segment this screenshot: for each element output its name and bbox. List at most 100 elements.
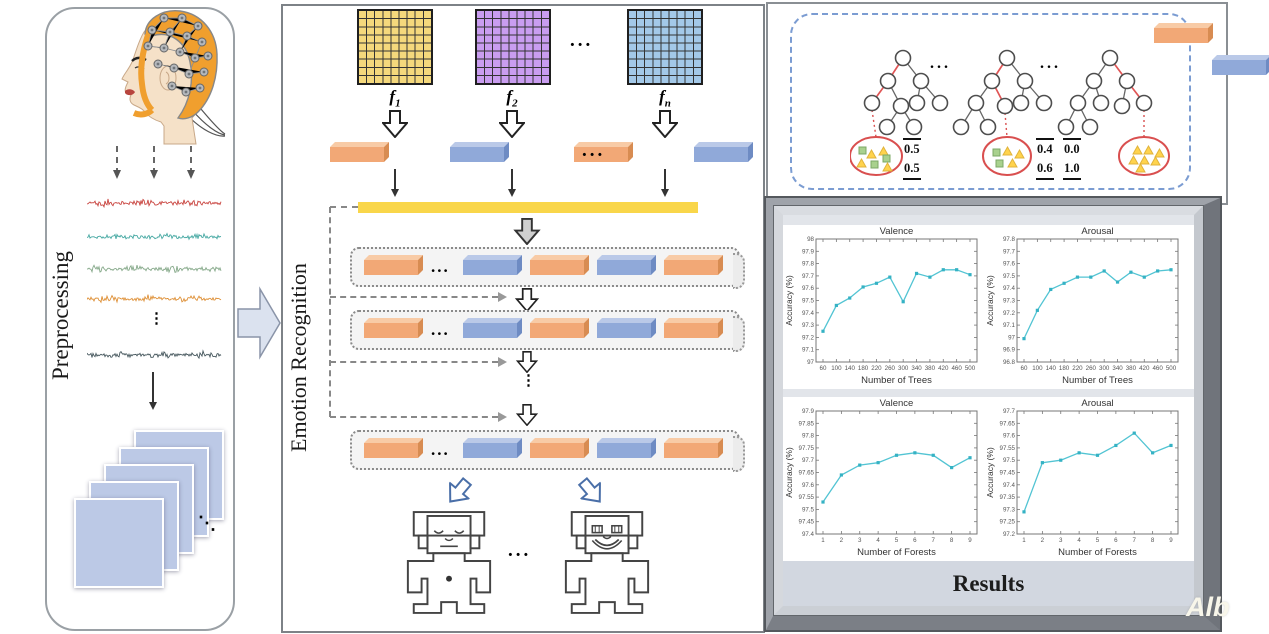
legend-blue-vector	[1212, 60, 1266, 75]
svg-text:Accuracy (%): Accuracy (%)	[985, 447, 995, 498]
to-emotion-arrow-right	[572, 472, 614, 516]
svg-text:220: 220	[1072, 365, 1083, 372]
svg-text:380: 380	[1126, 365, 1137, 372]
svg-text:97.55: 97.55	[799, 494, 815, 501]
svg-text:96.9: 96.9	[1003, 347, 1016, 354]
svg-text:97.5: 97.5	[802, 298, 815, 305]
leaf-probability: 0.0 1.0	[1063, 138, 1081, 180]
eeg-signal-orange	[87, 294, 222, 304]
signal-drop-arrow	[112, 146, 121, 179]
eeg-signal-green	[87, 264, 222, 274]
feature-label-f1: f1	[389, 87, 401, 110]
svg-text:97.7: 97.7	[802, 457, 815, 464]
svg-text:9: 9	[968, 537, 972, 544]
feature-label-f2: f2	[506, 87, 518, 110]
svg-text:97.4: 97.4	[1003, 482, 1016, 489]
eeg-signal-dark	[87, 349, 222, 360]
feature-vector-orange	[330, 147, 384, 162]
vector-orange	[364, 442, 418, 458]
svg-text:5: 5	[895, 537, 899, 544]
svg-text:8: 8	[950, 537, 954, 544]
vector-blue	[596, 442, 651, 458]
svg-text:97.6: 97.6	[1003, 261, 1016, 268]
svg-text:Number of Trees: Number of Trees	[1062, 375, 1133, 386]
gray-hollow-arrow	[513, 218, 541, 245]
feedback-arrowhead	[498, 412, 512, 422]
eeg-signal-red	[87, 198, 222, 209]
svg-text:100: 100	[831, 365, 842, 372]
signals-ellipsis: ⋮	[149, 311, 164, 327]
svg-text:97.4: 97.4	[1003, 285, 1016, 292]
svg-text:4: 4	[1077, 537, 1081, 544]
results-divider	[783, 389, 1194, 397]
vector-orange	[529, 259, 584, 275]
svg-text:Accuracy (%): Accuracy (%)	[784, 275, 794, 326]
svg-text:420: 420	[1139, 365, 1150, 372]
svg-text:97.1: 97.1	[1003, 322, 1016, 329]
svg-text:Arousal: Arousal	[1081, 398, 1113, 409]
concatenated-feature-bar	[358, 202, 698, 213]
svg-text:460: 460	[1152, 365, 1163, 372]
electrodes	[143, 13, 213, 97]
feedback-arrowhead	[498, 292, 512, 302]
svg-text:97.7: 97.7	[802, 273, 815, 280]
sheets-ellipsis: ⋱	[198, 513, 216, 533]
svg-text:260: 260	[1086, 365, 1097, 372]
svg-text:4: 4	[876, 537, 880, 544]
feedback-arrowhead	[498, 357, 512, 367]
svg-text:97.8: 97.8	[802, 433, 815, 440]
svg-text:97.5: 97.5	[1003, 273, 1016, 280]
vector-orange	[663, 259, 718, 275]
svg-text:420: 420	[938, 365, 949, 372]
cascade-layer-n: ...	[350, 430, 745, 472]
svg-text:97.65: 97.65	[1000, 420, 1016, 427]
svg-text:Number of Forests: Number of Forests	[1058, 547, 1137, 558]
svg-text:300: 300	[898, 365, 909, 372]
svg-text:97.4: 97.4	[802, 531, 815, 538]
feature-grid-fn	[627, 9, 703, 85]
vector-orange	[364, 259, 418, 275]
signal-drop-arrow	[149, 146, 158, 179]
feature-vector-orange	[574, 147, 628, 162]
results-panel: 97 97.1 97.2 97.3 97.4 97.5 97.6 97.7 97.8 97.9 98…	[764, 196, 1222, 632]
hollow-down-arrow	[499, 110, 525, 138]
vector-orange	[663, 322, 718, 338]
emotion-recognition-label: Emotion Recognition	[286, 263, 311, 453]
hollow-down-arrow	[514, 288, 540, 312]
preprocessing-to-recognition-arrow	[237, 286, 281, 360]
eeg-signal-teal	[87, 232, 222, 241]
svg-text:140: 140	[1046, 365, 1057, 372]
results-title-band: Results	[783, 561, 1194, 606]
arousal-trees-chart: 96.8 96.9 97 97.1 97.2 97.3 97.4 97.5 97.6 97.7 97…	[985, 226, 1179, 386]
leaf-probability: 0.4 0.6	[1036, 138, 1054, 180]
svg-text:Number of Trees: Number of Trees	[861, 375, 932, 386]
svg-text:1: 1	[1022, 537, 1026, 544]
svg-text:Accuracy (%): Accuracy (%)	[784, 447, 794, 498]
svg-text:97.65: 97.65	[799, 470, 815, 477]
svg-text:97.55: 97.55	[1000, 445, 1016, 452]
svg-text:Arousal: Arousal	[1081, 226, 1113, 237]
lips	[125, 89, 135, 96]
to-emotion-arrow-left	[436, 472, 478, 516]
hollow-down-arrow	[652, 110, 678, 138]
leaf-probability: 0.5 0.5	[903, 138, 921, 180]
svg-text:97.8: 97.8	[802, 261, 815, 268]
svg-text:1: 1	[821, 537, 825, 544]
vector-blue	[462, 259, 517, 275]
svg-text:140: 140	[845, 365, 856, 372]
feature-grid-f1	[357, 9, 433, 85]
svg-text:97.9: 97.9	[802, 408, 815, 415]
arousal-forests-chart: 97.2 97.25 97.3 97.35 97.4 97.45 97.5 97.55 97.6…	[985, 398, 1179, 558]
svg-text:260: 260	[885, 365, 896, 372]
row-ellipsis: ...	[431, 440, 450, 459]
svg-text:2: 2	[840, 537, 844, 544]
svg-text:5: 5	[1096, 537, 1100, 544]
signal-drop-arrow	[186, 146, 195, 179]
svg-text:97.85: 97.85	[799, 420, 815, 427]
preprocessing-label: Preprocessing	[48, 250, 73, 381]
svg-text:97.9: 97.9	[802, 248, 815, 255]
svg-text:97.35: 97.35	[1000, 494, 1016, 501]
feature-vector-blue	[450, 147, 504, 162]
cascade-layer-2: ...	[350, 310, 745, 352]
